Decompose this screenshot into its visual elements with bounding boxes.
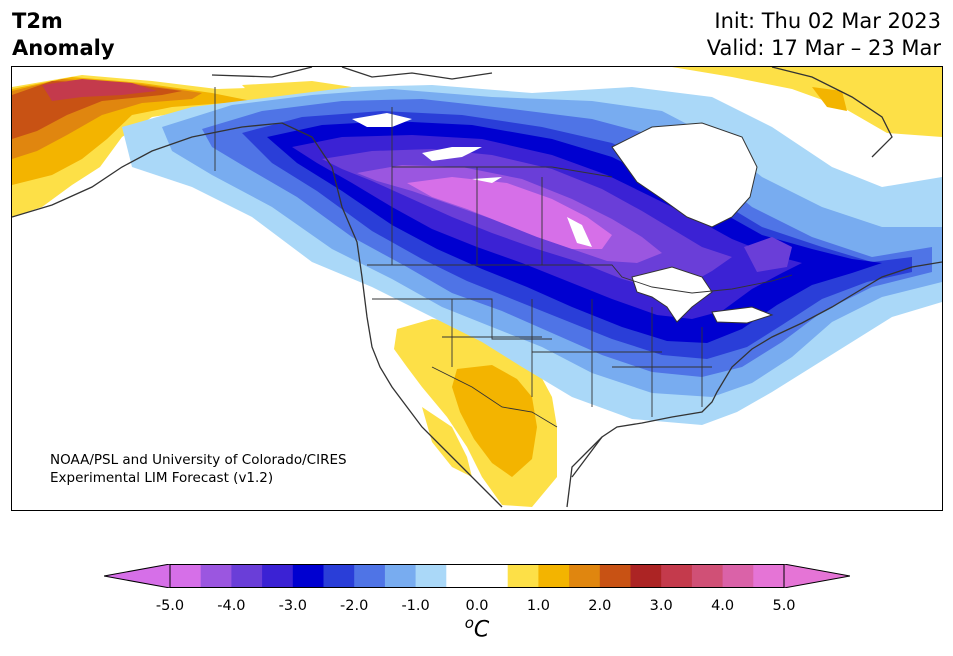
colorbar-segment — [599, 564, 631, 588]
colorbar-tick-label: 1.0 — [526, 598, 550, 614]
colorbar-segment — [446, 564, 478, 588]
title-block: T2m Anomaly — [12, 8, 115, 62]
colorbar-segment — [753, 564, 785, 588]
colorbar-segment — [538, 564, 570, 588]
colorbar-segment — [292, 564, 324, 588]
colorbar-border — [169, 564, 785, 588]
colorbar-tick-label: 0.0 — [465, 598, 489, 614]
title-variable: T2m — [12, 9, 63, 33]
colorbar-segment — [722, 564, 754, 588]
colorbar-tick-label: -5.0 — [155, 598, 185, 614]
colorbar-segment — [569, 564, 601, 588]
anomaly-map: NOAA/PSL and University of Colorado/CIRE… — [11, 66, 943, 511]
colorbar-segment — [354, 564, 386, 588]
southwest-warm-anomaly — [394, 319, 557, 507]
colorbar-tick-label: 3.0 — [649, 598, 673, 614]
colorbar-tick-label: -1.0 — [401, 598, 430, 614]
date-block: Init: Thu 02 Mar 2023 Valid: 17 Mar – 23… — [707, 8, 941, 62]
colorbar-tick-label: -3.0 — [278, 598, 307, 614]
colorbar-segment — [170, 564, 202, 588]
colorbar-segment — [415, 564, 447, 588]
colorbar-tick-label: 4.0 — [711, 598, 735, 614]
valid-date-label: Valid: 17 Mar – 23 Mar — [706, 36, 941, 60]
colorbar-tick-label: 2.0 — [588, 598, 612, 614]
colorbar-segment — [507, 564, 539, 588]
colorbar-segment — [661, 564, 693, 588]
unit-symbol: C — [473, 617, 490, 643]
colorbar-unit-label: oC — [465, 614, 490, 642]
credit-text: NOAA/PSL and University of Colorado/CIRE… — [50, 451, 347, 487]
colorbar-tick-label: 5.0 — [772, 598, 796, 614]
colorbar-tick-label: -2.0 — [340, 598, 369, 614]
credit-line-product: Experimental LIM Forecast (v1.2) — [50, 470, 274, 486]
unit-superscript: o — [464, 614, 474, 632]
title-subtitle: Anomaly — [12, 36, 115, 60]
colorbar — [104, 564, 850, 588]
borders — [214, 87, 793, 428]
init-date-label: Init: Thu 02 Mar 2023 — [714, 9, 941, 33]
colorbar-segment — [231, 564, 263, 588]
water-bodies — [352, 113, 774, 324]
map-svg — [12, 67, 942, 508]
colorbar-segment — [200, 564, 232, 588]
colorbar-under-triangle — [104, 564, 171, 588]
colorbar-over-triangle — [783, 564, 850, 588]
colorbar-segment — [630, 564, 662, 588]
colorbar-segment — [262, 564, 294, 588]
colorbar-segment — [323, 564, 355, 588]
credit-line-institutions: NOAA/PSL and University of Colorado/CIRE… — [50, 452, 347, 468]
coastlines — [12, 67, 942, 508]
colorbar-segment — [384, 564, 417, 588]
colorbar-segment — [691, 564, 724, 588]
greenland-warm-anomaly — [672, 67, 942, 137]
colorbar-tick-label: -4.0 — [217, 598, 246, 614]
colorbar-segment — [477, 564, 509, 588]
